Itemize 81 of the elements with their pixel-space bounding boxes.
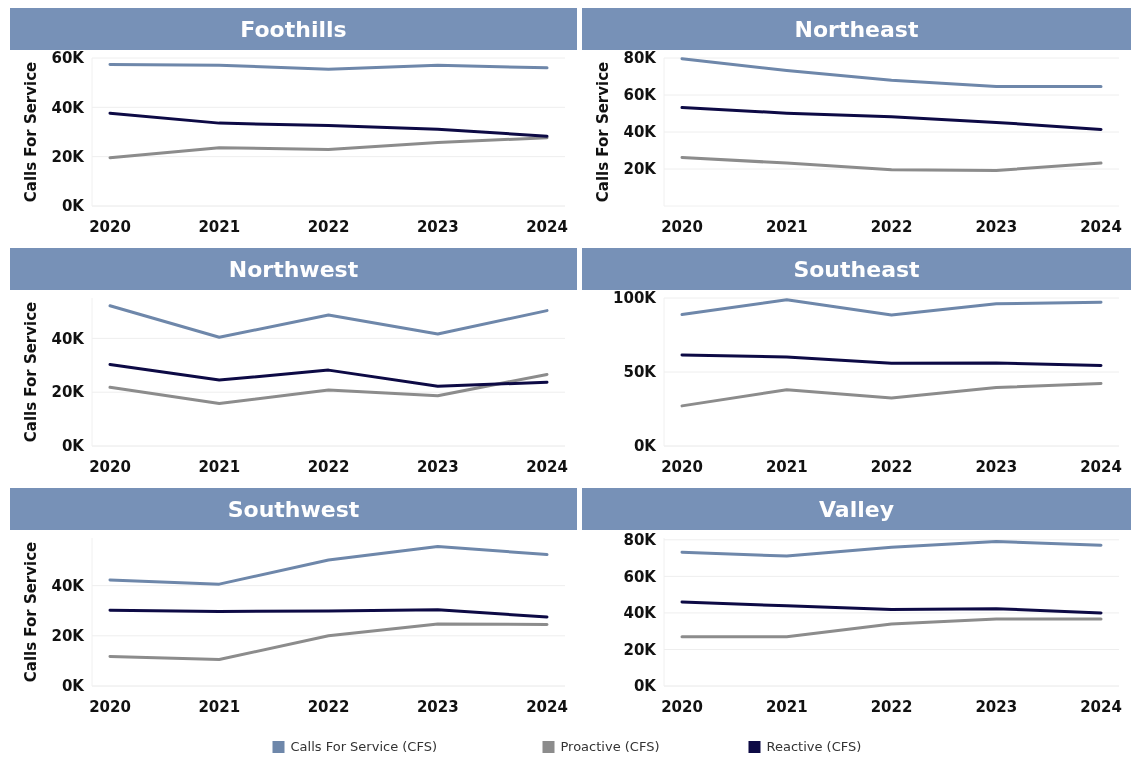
x-tick-label: 2023 [416,698,459,716]
y-tick-label: 50K [623,363,658,382]
y-tick-label: 40K [51,329,86,348]
y-tick-label: 40K [51,576,86,595]
y-axis-title: Calls For Service [594,61,612,203]
x-tick-label: 2020 [89,218,131,236]
legend-label: Proactive (CFS) [560,739,660,754]
line-series [680,156,1103,172]
x-tick-label: 2021 [198,218,241,236]
x-tick-label: 2023 [416,218,459,236]
y-tick-label: 80K [623,531,658,550]
y-tick-label: 80K [623,49,658,68]
x-tick-label: 2023 [975,458,1018,476]
y-tick-label: 0K [61,677,86,696]
line-series [108,372,549,405]
x-tick-label: 2024 [1080,218,1122,236]
x-tick-label: 2020 [661,698,703,716]
y-axis-title: Calls For Service [22,61,40,203]
x-tick-label: 2023 [975,218,1018,236]
y-tick-label: 0K [61,437,86,456]
line-series [108,136,549,160]
x-tick-label: 2022 [870,218,913,236]
x-tick-label: 2021 [198,458,241,476]
legend-label: Reactive (CFS) [766,739,862,754]
y-tick-label: 20K [51,147,86,166]
x-tick-label: 2023 [975,698,1018,716]
y-tick-label: 0K [633,437,658,456]
x-tick-label: 2024 [526,698,568,716]
line-series [108,608,549,619]
y-tick-label: 60K [51,49,86,68]
line-series [108,304,549,339]
x-tick-label: 2024 [1080,698,1122,716]
line-series [680,539,1103,558]
x-tick-label: 2020 [89,458,131,476]
y-axis-title: Calls For Service [22,301,40,443]
x-tick-label: 2024 [526,218,568,236]
x-tick-label: 2020 [661,458,703,476]
y-tick-label: 20K [623,160,658,179]
y-tick-label: 20K [51,627,86,646]
x-tick-label: 2021 [765,458,808,476]
x-tick-label: 2022 [307,218,350,236]
x-tick-label: 2022 [870,698,913,716]
x-tick-label: 2022 [307,698,350,716]
x-tick-label: 2024 [526,458,568,476]
line-series [108,545,549,586]
y-axis-title: Calls For Service [22,541,40,683]
line-series [108,362,549,388]
y-tick-label: 0K [61,197,86,216]
y-tick-label: 0K [633,677,658,696]
y-tick-label: 20K [623,640,658,659]
chart-title: Foothills [240,17,347,42]
chart-title: Northwest [228,257,359,282]
x-tick-label: 2021 [765,218,808,236]
chart-title: Valley [818,497,895,522]
chart-title: Southwest [227,497,360,522]
chart-title: Northeast [794,17,919,42]
x-tick-label: 2024 [1080,458,1122,476]
y-tick-label: 60K [623,567,658,586]
line-series [680,106,1103,131]
line-series [680,298,1103,317]
x-tick-label: 2022 [307,458,350,476]
line-series [680,57,1103,88]
line-series [108,111,549,138]
line-series [680,382,1103,408]
y-tick-label: 100K [613,289,658,308]
y-tick-label: 40K [623,604,658,623]
x-tick-label: 2021 [198,698,241,716]
x-tick-label: 2020 [89,698,131,716]
legend-label: Calls For Service (CFS) [290,739,438,754]
line-series [108,622,549,661]
line-series [680,353,1103,367]
y-tick-label: 60K [623,86,658,105]
x-tick-label: 2020 [661,218,703,236]
line-series [680,600,1103,615]
chart-title: Southeast [793,257,921,282]
x-tick-label: 2022 [870,458,913,476]
y-tick-label: 20K [51,383,86,402]
x-tick-label: 2021 [765,698,808,716]
y-tick-label: 40K [51,98,86,117]
y-tick-label: 40K [623,123,658,142]
x-tick-label: 2023 [416,458,459,476]
